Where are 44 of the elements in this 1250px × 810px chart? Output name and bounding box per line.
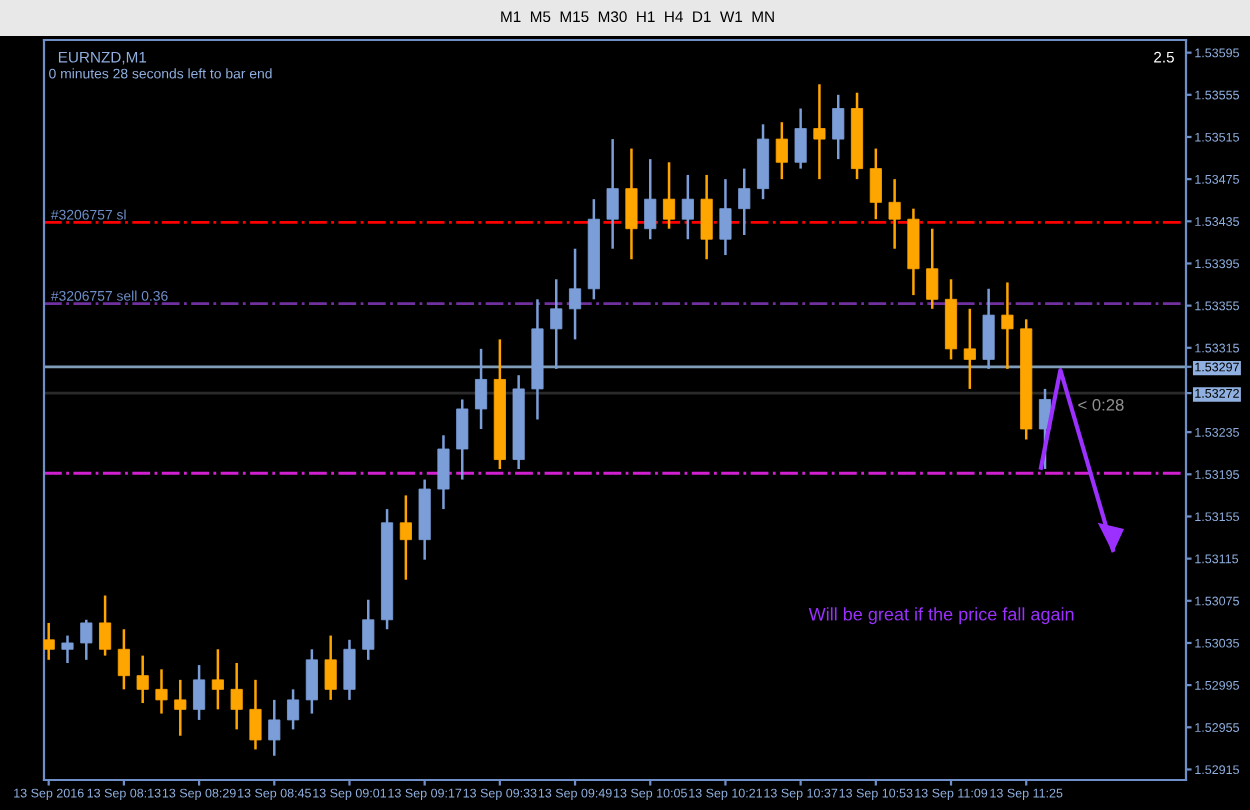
annotation: < 0:28 <box>1078 398 1124 411</box>
candlestick <box>662 161 676 230</box>
candlestick <box>399 494 412 581</box>
candlestick <box>926 227 939 311</box>
candlestick <box>681 173 694 241</box>
candlestick <box>193 663 206 722</box>
candlestick <box>305 648 318 715</box>
candlestick <box>249 678 262 751</box>
candlestick <box>963 307 976 391</box>
candlestick <box>343 638 356 702</box>
candlestick <box>80 618 93 662</box>
candlestick <box>117 628 130 691</box>
candlestick <box>888 177 901 250</box>
candlestick <box>550 278 563 371</box>
candlestick <box>61 634 74 665</box>
candlestick <box>287 688 300 731</box>
candlestick <box>568 247 582 341</box>
candlestick <box>44 621 55 662</box>
candlestick <box>155 668 168 715</box>
candlestick <box>813 83 826 181</box>
candlestick <box>324 634 337 702</box>
candlestick <box>794 107 807 170</box>
candlestick <box>136 654 149 705</box>
candlestick <box>268 698 281 757</box>
candlestick <box>1001 281 1014 371</box>
candlestick <box>437 434 450 511</box>
candlestick <box>832 93 845 161</box>
candlestick <box>775 120 788 181</box>
candlestick <box>99 594 112 657</box>
candlestick <box>362 598 375 662</box>
candlestick <box>456 398 469 481</box>
candlestick <box>625 147 638 261</box>
candlestick <box>211 648 224 711</box>
candlestick <box>174 678 187 737</box>
candlestick <box>982 287 995 371</box>
annotation: Will be great if the price fall again <box>808 607 1074 625</box>
candlestick <box>644 157 657 241</box>
candlestick <box>700 173 713 261</box>
candlestick <box>869 147 882 221</box>
candlestick <box>475 347 488 431</box>
candlestick <box>738 167 751 237</box>
candlestick <box>719 177 732 257</box>
candlestick <box>230 661 243 731</box>
candlestick <box>606 137 619 250</box>
